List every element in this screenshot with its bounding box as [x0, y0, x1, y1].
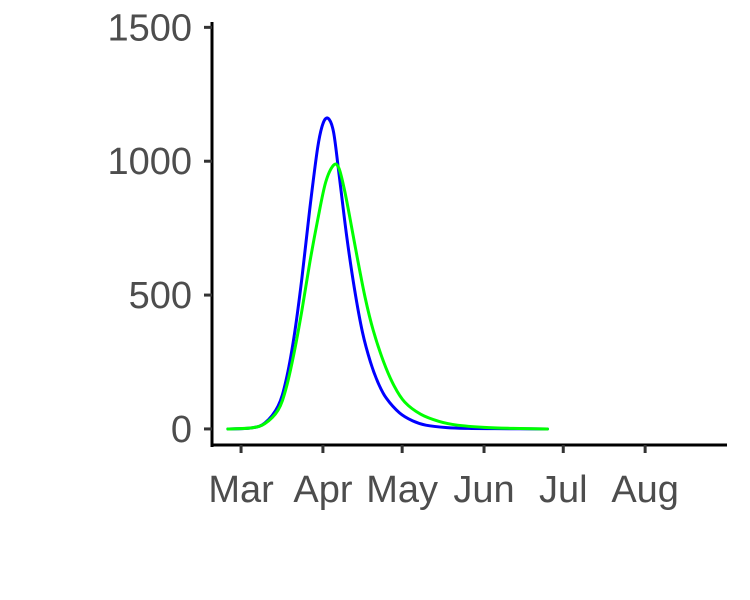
y-tick-label: 1500 [107, 7, 192, 49]
x-tick-label: May [366, 469, 438, 511]
series-line-2 [226, 162, 549, 431]
series-layer [226, 116, 549, 431]
x-tick-label: Apr [293, 469, 352, 511]
y-axis-ticks: 0 500 1000 1500 [107, 7, 212, 451]
x-tick-label: Jul [539, 469, 588, 511]
series-line-1 [226, 116, 549, 431]
x-tick-label: Jun [453, 469, 514, 511]
y-tick-label: 0 [171, 409, 192, 451]
x-tick-label: Aug [611, 469, 679, 511]
x-axis-ticks: Mar Apr May Jun Jul Aug [208, 445, 679, 511]
y-tick-label: 500 [129, 275, 192, 317]
x-tick-label: Mar [208, 469, 274, 511]
y-tick-label: 1000 [107, 141, 192, 183]
